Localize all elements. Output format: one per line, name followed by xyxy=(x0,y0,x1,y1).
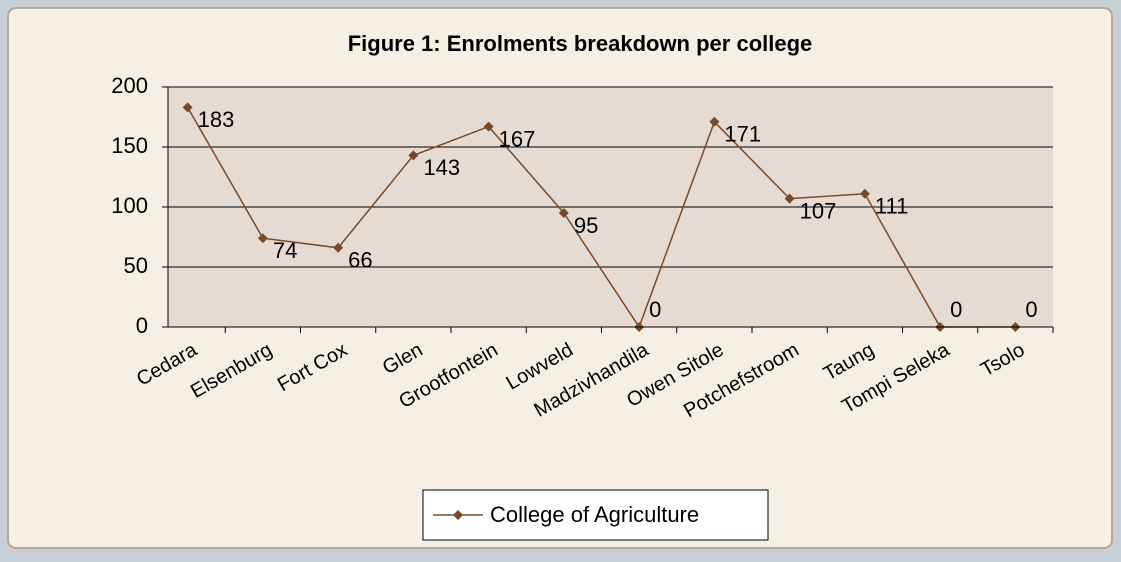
data-label: 107 xyxy=(800,198,837,223)
marker xyxy=(257,233,268,244)
data-label: 143 xyxy=(423,155,460,180)
data-label: 111 xyxy=(875,194,908,219)
y-tick-label: 200 xyxy=(111,73,148,98)
y-tick-label: 50 xyxy=(124,253,148,278)
data-label: 0 xyxy=(1025,297,1037,322)
marker xyxy=(558,208,569,218)
marker xyxy=(859,188,870,199)
data-label: 0 xyxy=(649,297,661,322)
chart-title: Figure 1: Enrolments breakdown per colle… xyxy=(348,31,813,56)
marker xyxy=(408,150,419,161)
data-label: 74 xyxy=(273,238,297,263)
line xyxy=(186,107,1016,329)
y-tick-label: 100 xyxy=(111,193,148,218)
data-label: 171 xyxy=(724,122,761,147)
legend-marker xyxy=(453,510,463,520)
marker xyxy=(182,102,193,113)
legend-label: College of Agriculture xyxy=(490,502,699,527)
y-tick-label: 150 xyxy=(111,133,148,158)
data-label: 66 xyxy=(348,248,372,273)
data-label: 167 xyxy=(499,126,536,151)
data-label: 95 xyxy=(574,213,598,238)
marker xyxy=(709,116,720,127)
data-label: 0 xyxy=(950,297,962,322)
marker xyxy=(333,242,344,253)
marker xyxy=(784,193,795,204)
marker xyxy=(483,121,494,132)
data-label: 183 xyxy=(198,107,235,132)
y-tick-label: 0 xyxy=(136,313,148,338)
